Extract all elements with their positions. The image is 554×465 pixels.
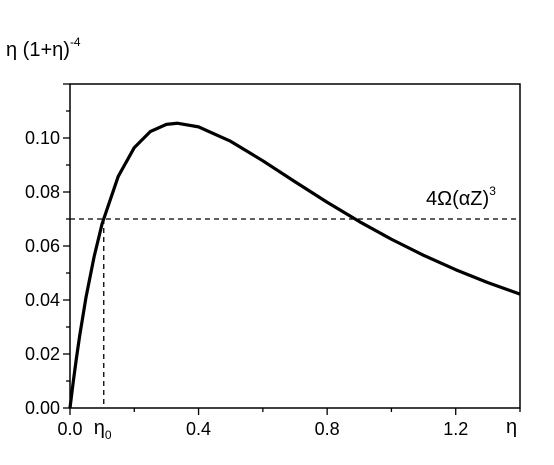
y-axis-title-exponent: -4 [70, 35, 81, 49]
eta0-label-main: η [94, 417, 105, 439]
threshold-label: 4Ω(αZ)3 [426, 184, 496, 210]
threshold-label-main: 4Ω(αZ) [426, 188, 489, 210]
y-axis-title: η (1+η)-4 [6, 35, 81, 61]
series-curve [68, 121, 521, 409]
x-axis-title: η [506, 416, 517, 438]
y-tick-label: 0.04 [25, 290, 60, 310]
ticks-group [63, 83, 521, 415]
eta0-label-subscript: 0 [105, 428, 112, 442]
x-tick-label: 0.8 [315, 419, 340, 439]
x-tick-label: 0.4 [186, 419, 211, 439]
y-tick-label: 0.02 [25, 344, 60, 364]
y-tick-label: 0.08 [25, 182, 60, 202]
y-tick-label: 0.00 [25, 398, 60, 418]
y-tick-labels: 0.00 0.02 0.04 0.06 0.08 0.10 [25, 128, 60, 418]
y-tick-label: 0.06 [25, 236, 60, 256]
plot-frame [69, 83, 521, 409]
y-tick-label: 0.10 [25, 128, 60, 148]
x-tick-labels: 0.0 0.4 0.8 1.2 [57, 419, 468, 439]
threshold-label-exponent: 3 [489, 184, 496, 198]
y-axis-title-main: η (1+η) [6, 39, 70, 61]
x-tick-label: 0.0 [57, 419, 82, 439]
eta0-label: η0 [94, 417, 112, 442]
x-tick-label: 1.2 [443, 419, 468, 439]
